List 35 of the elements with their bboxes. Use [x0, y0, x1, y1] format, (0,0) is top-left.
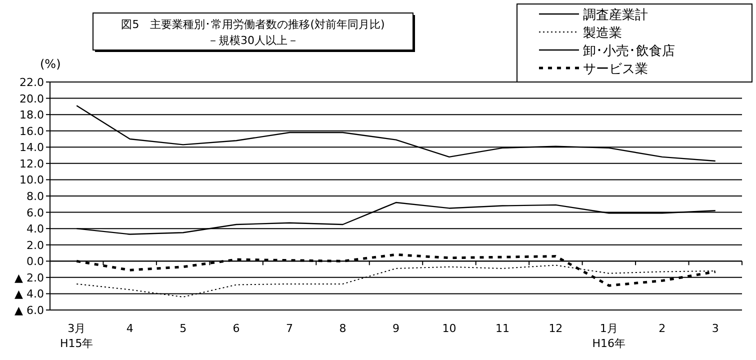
legend-label: サービス業 [583, 62, 648, 77]
y-tick-label: ▲ 2.0 [14, 271, 44, 284]
x-tick-label: 11 [495, 322, 510, 335]
x-tick-label: 4 [126, 322, 134, 335]
y-tick-label: 20.0 [20, 92, 44, 106]
x-tick-label: 9 [392, 322, 400, 335]
x-tick-label: 8 [339, 322, 346, 335]
legend-label: 製造業 [583, 26, 622, 41]
x-tick-label: 3 [712, 322, 719, 335]
x-tick-label: 6 [232, 322, 240, 335]
legend-label: 調査産業計 [583, 7, 648, 23]
y-tick-label: 4.0 [26, 222, 44, 236]
y-tick-label: 10.0 [20, 174, 44, 187]
x-tick-label: 5 [180, 322, 187, 335]
x-tick-label: 12 [548, 322, 563, 335]
y-axis-title: (%) [40, 57, 61, 71]
y-tick-label: 18.0 [20, 108, 44, 122]
y-tick-label: 0.0 [26, 255, 44, 268]
y-tick-label: 12.0 [20, 157, 44, 170]
y-tick-label: ▲ 4.0 [14, 288, 44, 301]
y-tick-label: 16.0 [20, 124, 44, 138]
x-tick-label: 7 [286, 322, 294, 335]
legend-label: 卸･小売･飲食店 [583, 43, 675, 59]
x-tick-label: 1月 H16年 [592, 322, 626, 350]
y-tick-label: 2.0 [26, 238, 44, 252]
chart-subtitle: －規模30人以上－ [208, 34, 298, 47]
y-tick-label: 6.0 [26, 206, 44, 220]
y-tick-label: ▲ 6.0 [14, 304, 44, 317]
y-tick-label: 14.0 [20, 141, 44, 154]
y-tick-label: 22.0 [20, 76, 44, 89]
y-tick-label: 8.0 [26, 190, 44, 203]
x-tick-label: 2 [658, 322, 666, 335]
x-tick-label: 10 [442, 322, 456, 335]
chart-title: 図5 主要業種別･常用労働者数の推移(対前年同月比) [121, 18, 385, 31]
x-tick-label: 3月 H15年 [60, 322, 94, 350]
